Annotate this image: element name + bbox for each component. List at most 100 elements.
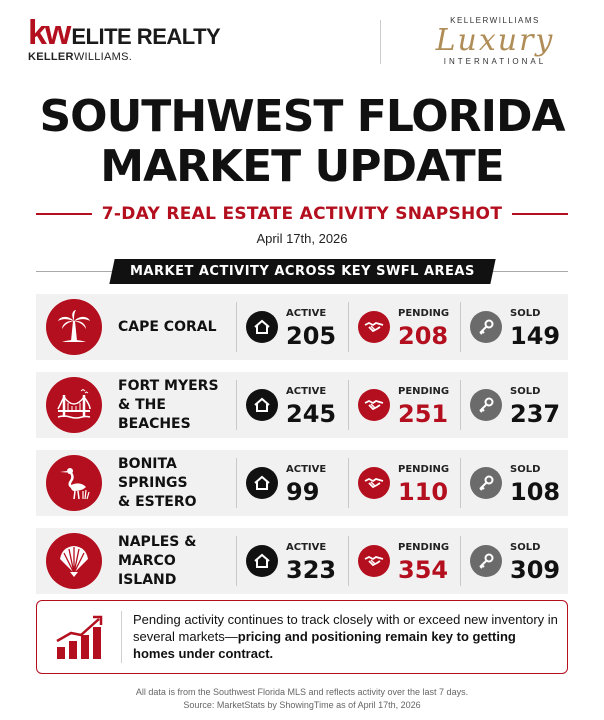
house-icon [246, 389, 278, 421]
handshake-icon [358, 467, 390, 499]
pending-value: 251 [398, 400, 449, 428]
pending-value: 208 [398, 322, 449, 350]
footer-source: Source: MarketStats by ShowingTime as of… [183, 700, 421, 710]
sold-label: SOLD [510, 542, 541, 553]
active-stat: ACTIVE 205 [246, 294, 356, 360]
row-divider [348, 380, 349, 430]
kw-mark: kw [28, 14, 71, 52]
row-divider [236, 380, 237, 430]
row-divider [348, 536, 349, 586]
row-divider [236, 302, 237, 352]
heron-icon [46, 455, 102, 511]
kw-sub-text: KELLERWILLIAMS. [28, 51, 133, 63]
row-divider [236, 536, 237, 586]
banner-rule-left [36, 270, 112, 272]
active-stat: ACTIVE 245 [246, 372, 356, 438]
active-stat: ACTIVE 99 [246, 450, 356, 516]
house-icon [246, 311, 278, 343]
kw-luxury-logo: KELLERWILLIAMS Luxury INTERNATIONAL [410, 16, 580, 66]
sold-value: 108 [510, 478, 561, 506]
row-divider [348, 458, 349, 508]
subtitle: 7-DAY REAL ESTATE ACTIVITY SNAPSHOT [101, 204, 503, 224]
subtitle-row: 7-DAY REAL ESTATE ACTIVITY SNAPSHOT [36, 202, 568, 226]
sold-label: SOLD [510, 386, 541, 397]
footer: All data is from the Southwest Florida M… [0, 686, 604, 712]
pending-value: 110 [398, 478, 449, 506]
section-banner-row: MARKET ACTIVITY ACROSS KEY SWFL AREAS [36, 258, 569, 284]
row-divider [460, 536, 461, 586]
seashell-icon [46, 533, 102, 589]
bridge-icon [46, 377, 102, 433]
pending-label: PENDING [398, 464, 450, 475]
row-divider [348, 302, 349, 352]
active-value: 205 [286, 322, 337, 350]
row-divider [460, 302, 461, 352]
kw-elite-realty-logo: kwELITE REALTY KELLERWILLIAMS. [28, 14, 221, 63]
area-name: CAPE CORAL [118, 318, 217, 335]
active-label: ACTIVE [286, 464, 327, 475]
subtitle-rule-left [36, 213, 92, 215]
area-rows: CAPE CORAL ACTIVE 205 PENDING 208 SOLD 1… [36, 294, 568, 606]
title-line-1: SOUTHWEST FLORIDA [39, 91, 565, 142]
active-label: ACTIVE [286, 308, 327, 319]
pending-label: PENDING [398, 386, 450, 397]
active-label: ACTIVE [286, 542, 327, 553]
lux-bottom-text: INTERNATIONAL [443, 57, 547, 66]
sold-label: SOLD [510, 308, 541, 319]
handshake-icon [358, 389, 390, 421]
insight-note: Pending activity continues to track clos… [36, 600, 568, 674]
palm-tree-icon [46, 299, 102, 355]
footer-disclaimer: All data is from the Southwest Florida M… [135, 687, 469, 697]
row-divider [460, 380, 461, 430]
title-line-2: MARKET UPDATE [100, 141, 504, 192]
pending-stat: PENDING 110 [358, 450, 468, 516]
area-name: NAPLES & MARCO ISLAND [118, 533, 197, 588]
active-value: 323 [286, 556, 337, 584]
area-row-naples: NAPLES & MARCO ISLAND ACTIVE 323 PENDING… [36, 528, 568, 594]
key-icon [470, 467, 502, 499]
sold-value: 237 [510, 400, 561, 428]
area-name: BONITA SPRINGS & ESTERO [118, 455, 197, 510]
pending-label: PENDING [398, 308, 450, 319]
area-row-cape-coral: CAPE CORAL ACTIVE 205 PENDING 208 SOLD 1… [36, 294, 568, 360]
area-row-fort-myers: FORT MYERS & THE BEACHES ACTIVE 245 PEND… [36, 372, 568, 438]
handshake-icon [358, 311, 390, 343]
house-icon [246, 545, 278, 577]
sold-value: 149 [510, 322, 561, 350]
sold-stat: SOLD 309 [470, 528, 580, 594]
key-icon [470, 389, 502, 421]
note-text: Pending activity continues to track clos… [133, 612, 558, 661]
page-title: SOUTHWEST FLORIDA MARKET UPDATE [0, 92, 604, 192]
pending-stat: PENDING 208 [358, 294, 468, 360]
section-banner: MARKET ACTIVITY ACROSS KEY SWFL AREAS [108, 258, 496, 284]
banner-rule-right [492, 270, 569, 272]
active-stat: ACTIVE 323 [246, 528, 356, 594]
logo-divider [380, 20, 381, 64]
rising-chart-icon [53, 611, 109, 663]
key-icon [470, 545, 502, 577]
subtitle-rule-right [512, 213, 568, 215]
row-divider [460, 458, 461, 508]
pending-label: PENDING [398, 542, 450, 553]
sold-stat: SOLD 108 [470, 450, 580, 516]
kw-elite-text: ELITE REALTY [71, 24, 221, 49]
pending-stat: PENDING 251 [358, 372, 468, 438]
sold-stat: SOLD 237 [470, 372, 580, 438]
sold-value: 309 [510, 556, 561, 584]
report-date: April 17th, 2026 [256, 231, 348, 246]
area-name: FORT MYERS & THE BEACHES [118, 377, 219, 432]
active-value: 99 [286, 478, 320, 506]
logo-bar: kwELITE REALTY KELLERWILLIAMS. KELLERWIL… [0, 14, 604, 78]
sold-stat: SOLD 149 [470, 294, 580, 360]
sold-label: SOLD [510, 464, 541, 475]
row-divider [236, 458, 237, 508]
active-value: 245 [286, 400, 337, 428]
pending-value: 354 [398, 556, 449, 584]
key-icon [470, 311, 502, 343]
area-row-bonita-springs: BONITA SPRINGS & ESTERO ACTIVE 99 PENDIN… [36, 450, 568, 516]
lux-top-text: KELLERWILLIAMS [450, 16, 540, 25]
note-divider [121, 611, 122, 663]
handshake-icon [358, 545, 390, 577]
lux-main-text: Luxury [435, 23, 555, 58]
active-label: ACTIVE [286, 386, 327, 397]
